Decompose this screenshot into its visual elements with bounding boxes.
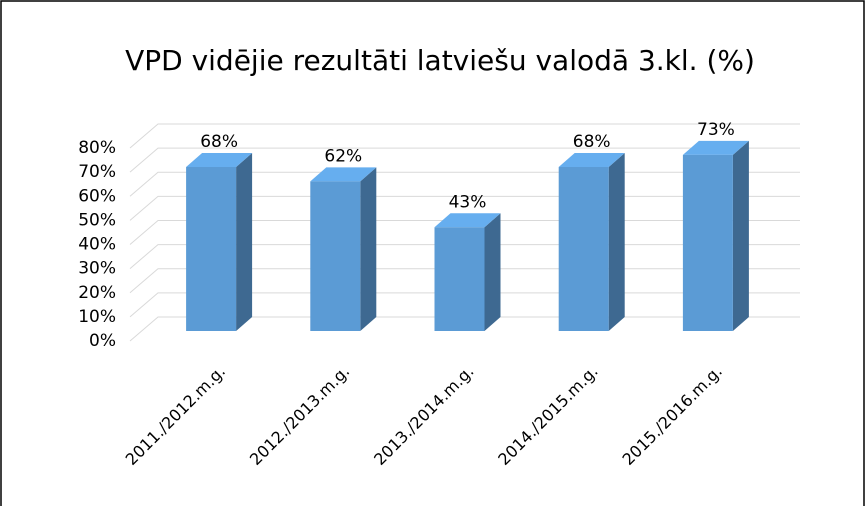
- bar-front: [310, 181, 361, 331]
- bar: [558, 152, 625, 331]
- bar-side: [484, 213, 501, 331]
- chart-title: VPD vidējie rezultāti latviešu valodā 3.…: [125, 44, 755, 77]
- bar-front: [186, 166, 237, 331]
- value-label: 68%: [573, 132, 611, 152]
- y-tick-label: 60%: [78, 186, 116, 206]
- bar-top: [434, 213, 501, 228]
- y-tick-label: 50%: [78, 210, 116, 230]
- bar-side: [732, 140, 749, 331]
- grid-line: [129, 123, 800, 149]
- bar-front: [434, 227, 485, 331]
- bar-side: [360, 167, 377, 331]
- bar: [310, 167, 377, 331]
- value-label: 68%: [200, 132, 238, 152]
- y-tick-label: 70%: [78, 162, 116, 182]
- y-tick-label: 20%: [78, 283, 116, 303]
- bar-front: [682, 154, 733, 331]
- bar-side: [608, 152, 625, 331]
- bar: [434, 213, 501, 331]
- bar-top: [186, 152, 253, 167]
- value-label: 73%: [697, 120, 735, 140]
- bar-front: [558, 166, 609, 331]
- y-tick-label: 0%: [89, 331, 116, 351]
- grid-line: [129, 147, 800, 173]
- bar-top: [682, 140, 749, 155]
- bar: [186, 152, 253, 331]
- bar: [682, 140, 749, 331]
- bar-side: [236, 152, 253, 331]
- value-label: 62%: [324, 146, 362, 166]
- bar-top: [558, 152, 625, 167]
- y-tick-label: 30%: [78, 259, 116, 279]
- y-tick-label: 40%: [78, 235, 116, 255]
- bar-top: [310, 167, 377, 182]
- y-tick-label: 80%: [78, 138, 116, 158]
- value-label: 43%: [449, 192, 487, 212]
- y-tick-label: 10%: [78, 307, 116, 327]
